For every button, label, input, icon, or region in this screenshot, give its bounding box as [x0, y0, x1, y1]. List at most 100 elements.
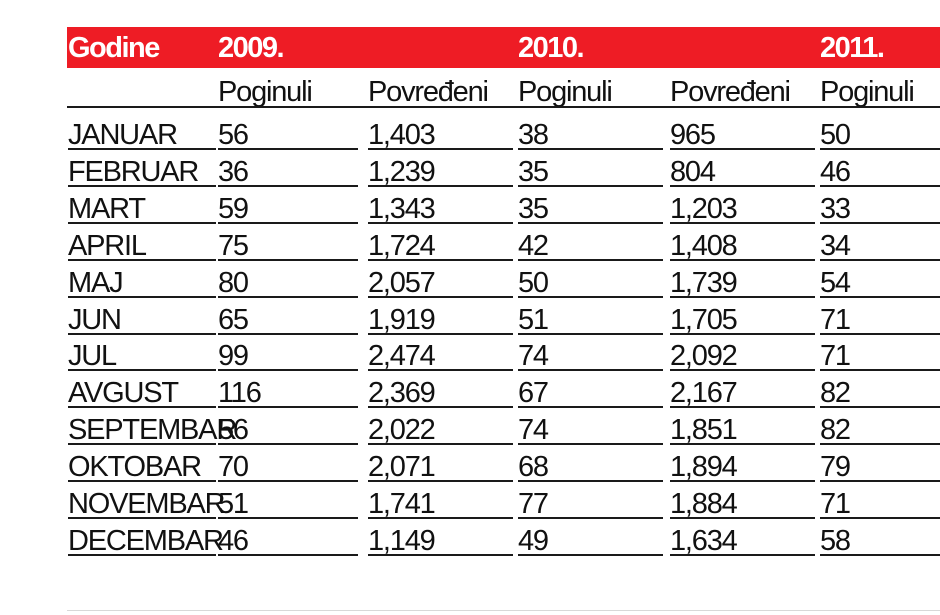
- table-cell: 1,894: [670, 451, 738, 484]
- row-underline: [368, 517, 513, 519]
- row-underline: [368, 184, 513, 187]
- table-cell: 1,919: [368, 303, 436, 336]
- month-label: JUN: [68, 303, 122, 336]
- table-cell: 50: [820, 119, 851, 151]
- table-cell: 80: [218, 266, 249, 299]
- column-heading: Poginuli: [518, 76, 613, 108]
- table-cell: 42: [518, 229, 549, 262]
- month-label: NOVEMBAR: [68, 488, 226, 520]
- table-cell: 71: [820, 340, 851, 373]
- row-underline: [670, 148, 815, 150]
- table-cell: 35: [518, 192, 549, 225]
- row-underline: [670, 443, 815, 446]
- table-cell: 46: [218, 524, 249, 557]
- row-underline: [820, 148, 940, 150]
- year-2011-heading: 2011.: [820, 32, 885, 64]
- row-underline: [670, 480, 815, 483]
- row-underline: [218, 369, 358, 372]
- table-cell: 2,071: [368, 451, 436, 484]
- row-underline: [670, 258, 815, 261]
- table-cell: 1,851: [670, 414, 738, 447]
- table-cell: 82: [820, 377, 851, 410]
- month-label: JUL: [68, 340, 117, 373]
- table-cell: 71: [820, 488, 851, 520]
- year-2009-heading: 2009.: [218, 32, 285, 64]
- table-cell: 99: [218, 340, 249, 373]
- month-label: JANUAR: [68, 119, 178, 151]
- column-heading: Poginuli: [820, 76, 915, 108]
- row-underline: [68, 443, 216, 446]
- row-underline: [518, 517, 663, 519]
- row-underline: [218, 406, 358, 409]
- row-underline: [68, 221, 216, 224]
- month-label: APRIL: [68, 229, 147, 262]
- table-cell: 1,739: [670, 266, 738, 299]
- row-underline: [218, 258, 358, 261]
- row-underline: [820, 480, 940, 483]
- row-underline: [518, 295, 663, 298]
- table-cell: 1,705: [670, 303, 738, 336]
- row-underline: [518, 258, 663, 261]
- table-cell: 33: [820, 192, 851, 225]
- row-underline: [218, 517, 358, 519]
- table-cell: 1,343: [368, 192, 436, 225]
- row-underline: [368, 480, 513, 483]
- row-underline: [368, 332, 513, 335]
- row-underline: [68, 553, 216, 556]
- table-cell: 56: [218, 119, 249, 151]
- table-cell: 68: [518, 451, 549, 484]
- table-cell: 51: [518, 303, 549, 336]
- table-cell: 58: [820, 524, 851, 557]
- table-cell: 2,057: [368, 266, 436, 299]
- row-underline: [68, 295, 216, 298]
- table-cell: 2,167: [670, 377, 738, 410]
- table-cell: 2,092: [670, 340, 738, 373]
- row-underline: [518, 553, 663, 556]
- table-cell: 65: [218, 303, 249, 336]
- table-cell: 34: [820, 229, 851, 262]
- row-underline: [518, 332, 663, 335]
- header-bar: [67, 27, 940, 68]
- row-underline: [670, 184, 815, 187]
- table-cell: 2,022: [368, 414, 436, 447]
- table-cell: 46: [820, 155, 851, 188]
- month-label: MART: [68, 192, 146, 225]
- month-label: OKTOBAR: [68, 451, 202, 484]
- table-cell: 54: [820, 266, 851, 299]
- row-underline: [368, 553, 513, 556]
- row-underline: [68, 406, 216, 409]
- row-underline: [368, 258, 513, 261]
- row-underline: [68, 148, 216, 150]
- row-underline: [368, 295, 513, 298]
- month-label: FEBRUAR: [68, 155, 199, 188]
- row-underline: [820, 443, 940, 446]
- row-underline: [68, 480, 216, 483]
- row-underline: [518, 406, 663, 409]
- row-underline: [670, 295, 815, 298]
- table-cell: 82: [820, 414, 851, 447]
- table-cell: 1,403: [368, 119, 436, 151]
- row-underline: [820, 517, 940, 519]
- row-underline: [670, 369, 815, 372]
- year-2010-heading: 2010.: [518, 32, 585, 64]
- month-label: MAJ: [68, 266, 124, 299]
- table-cell: 804: [670, 155, 716, 188]
- row-underline: [218, 148, 358, 150]
- row-underline: [218, 295, 358, 298]
- column-heading: Poginuli: [218, 76, 313, 108]
- table-cell: 1,724: [368, 229, 436, 262]
- row-underline: [368, 406, 513, 409]
- row-underline: [68, 258, 216, 261]
- row-underline: [518, 221, 663, 224]
- row-underline: [518, 480, 663, 483]
- row-underline: [218, 553, 358, 556]
- row-underline: [820, 258, 940, 261]
- table-cell: 38: [518, 119, 549, 151]
- table-cell: 1,149: [368, 524, 436, 557]
- table-cell: 1,408: [670, 229, 738, 262]
- table-cell: 71: [820, 303, 851, 336]
- table-cell: 35: [518, 155, 549, 188]
- row-underline: [218, 480, 358, 483]
- table-cell: 1,884: [670, 488, 738, 520]
- row-underline: [820, 295, 940, 298]
